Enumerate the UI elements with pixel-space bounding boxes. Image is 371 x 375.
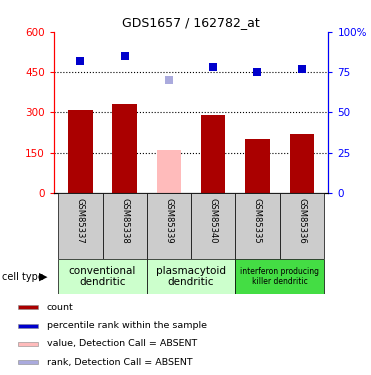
- Text: plasmacytoid
dendritic: plasmacytoid dendritic: [156, 266, 226, 287]
- Text: cell type: cell type: [2, 272, 44, 282]
- Bar: [235, 193, 280, 259]
- Text: GSM85335: GSM85335: [253, 198, 262, 244]
- Point: [122, 53, 128, 59]
- Title: GDS1657 / 162782_at: GDS1657 / 162782_at: [122, 16, 260, 29]
- Bar: [235, 259, 324, 294]
- Text: conventional
dendritic: conventional dendritic: [69, 266, 136, 287]
- Bar: [18, 305, 38, 309]
- Text: value, Detection Call = ABSENT: value, Detection Call = ABSENT: [47, 339, 197, 348]
- Bar: [102, 193, 147, 259]
- Bar: [157, 150, 181, 193]
- Bar: [112, 104, 137, 193]
- Bar: [191, 193, 235, 259]
- Bar: [147, 259, 235, 294]
- Bar: [245, 140, 270, 193]
- Bar: [68, 110, 92, 193]
- Bar: [290, 134, 314, 193]
- Bar: [58, 259, 147, 294]
- Bar: [201, 115, 226, 193]
- Text: percentile rank within the sample: percentile rank within the sample: [47, 321, 207, 330]
- Point: [78, 58, 83, 64]
- Point: [299, 66, 305, 72]
- Text: rank, Detection Call = ABSENT: rank, Detection Call = ABSENT: [47, 358, 192, 367]
- Point: [166, 77, 172, 83]
- Bar: [18, 360, 38, 364]
- Bar: [18, 324, 38, 327]
- Text: GSM85339: GSM85339: [164, 198, 173, 244]
- Text: GSM85337: GSM85337: [76, 198, 85, 244]
- Bar: [147, 193, 191, 259]
- Bar: [58, 193, 102, 259]
- Point: [210, 64, 216, 70]
- Text: GSM85338: GSM85338: [120, 198, 129, 244]
- Bar: [18, 342, 38, 346]
- Text: GSM85340: GSM85340: [209, 198, 218, 244]
- Bar: [280, 193, 324, 259]
- Text: ▶: ▶: [39, 272, 47, 282]
- Point: [255, 69, 260, 75]
- Text: GSM85336: GSM85336: [297, 198, 306, 244]
- Text: count: count: [47, 303, 73, 312]
- Text: interferon producing
killer dendritic: interferon producing killer dendritic: [240, 267, 319, 286]
